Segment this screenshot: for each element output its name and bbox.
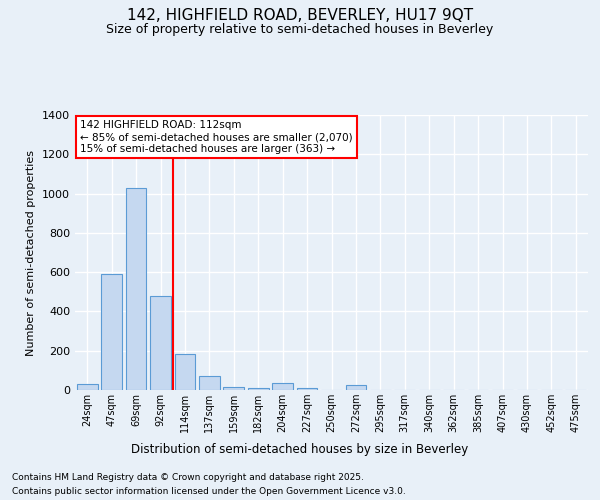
Bar <box>272 383 293 390</box>
Bar <box>175 354 196 390</box>
Bar <box>125 188 146 390</box>
Y-axis label: Number of semi-detached properties: Number of semi-detached properties <box>26 150 37 356</box>
Bar <box>101 274 122 390</box>
Bar <box>346 385 367 390</box>
Bar <box>223 387 244 390</box>
Text: Contains public sector information licensed under the Open Government Licence v3: Contains public sector information licen… <box>12 488 406 496</box>
Text: 142, HIGHFIELD ROAD, BEVERLEY, HU17 9QT: 142, HIGHFIELD ROAD, BEVERLEY, HU17 9QT <box>127 8 473 22</box>
Text: Distribution of semi-detached houses by size in Beverley: Distribution of semi-detached houses by … <box>131 442 469 456</box>
Text: 142 HIGHFIELD ROAD: 112sqm
← 85% of semi-detached houses are smaller (2,070)
15%: 142 HIGHFIELD ROAD: 112sqm ← 85% of semi… <box>80 120 353 154</box>
Bar <box>150 296 171 390</box>
Bar <box>77 384 98 390</box>
Bar <box>248 388 269 390</box>
Bar <box>296 388 317 390</box>
Text: Contains HM Land Registry data © Crown copyright and database right 2025.: Contains HM Land Registry data © Crown c… <box>12 472 364 482</box>
Text: Size of property relative to semi-detached houses in Beverley: Size of property relative to semi-detach… <box>106 22 494 36</box>
Bar <box>199 376 220 390</box>
